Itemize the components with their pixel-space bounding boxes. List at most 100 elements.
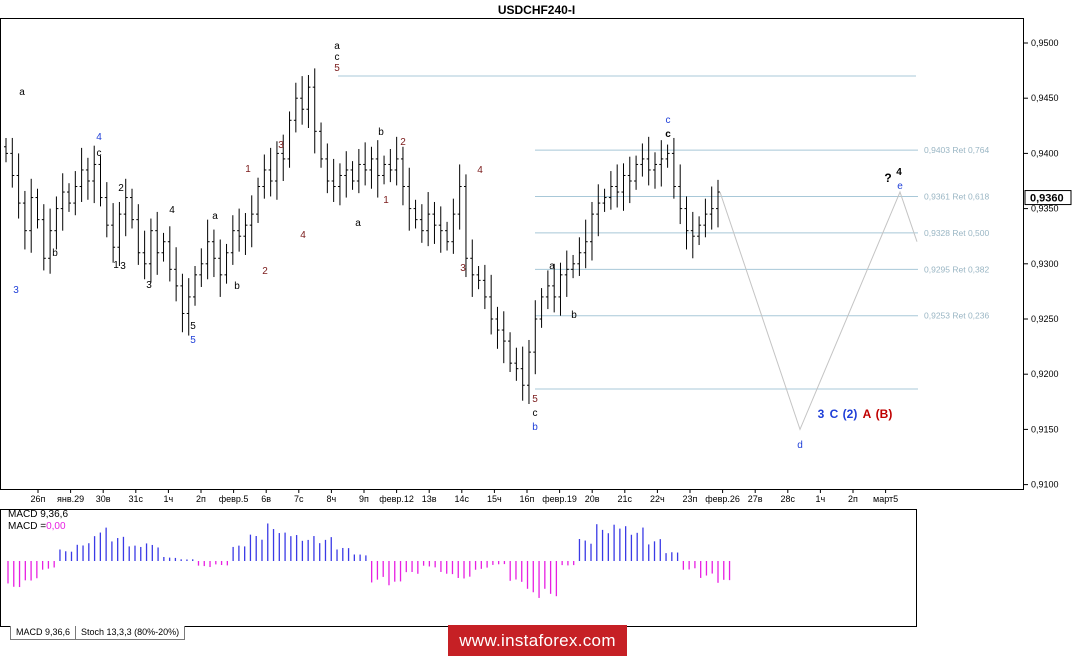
wave-label: 5 xyxy=(190,321,196,332)
time-tick-label: 1ч xyxy=(816,494,826,504)
price-tick-label: 0,9200 xyxy=(1031,369,1059,379)
current-price-label: 0,9360 xyxy=(1030,193,1064,205)
time-tick-label: февр.12 xyxy=(379,494,414,504)
time-tick-label: 15ч xyxy=(487,494,502,504)
wave-label: 3 xyxy=(120,261,126,272)
wave-label: c xyxy=(533,408,538,419)
time-tick-label: 14с xyxy=(455,494,470,504)
wave-label: 3 xyxy=(460,263,466,274)
time-tick-label: 21с xyxy=(618,494,633,504)
time-tick-label: 28с xyxy=(781,494,796,504)
wave-label: a xyxy=(334,41,340,52)
wave-label: a xyxy=(19,87,25,98)
time-tick-label: 26п xyxy=(31,494,46,504)
time-tick-label: февр.26 xyxy=(705,494,740,504)
wave-label: 2 xyxy=(400,137,406,148)
time-tick-label: февр.19 xyxy=(542,494,577,504)
wave-label: b xyxy=(378,127,384,138)
current-price-box xyxy=(1024,190,1072,206)
price-tick-label: 0,9300 xyxy=(1031,259,1059,269)
fib-level-label: 0,9403 Ret 0,764 xyxy=(924,145,989,155)
wave-label: c xyxy=(335,52,340,63)
wave-label: 3 xyxy=(278,140,284,151)
fib-level-label: 0,9253 Ret 0,236 xyxy=(924,311,989,321)
tab-macd[interactable]: MACD 9,36,6 xyxy=(10,626,77,640)
time-tick-label: февр.5 xyxy=(219,494,249,504)
macd-legend: MACD 9,36,6 MACD =0,00 xyxy=(8,509,68,533)
time-tick-label: 2п xyxy=(196,494,206,504)
wave-label: 3 xyxy=(146,280,152,291)
time-tick-label: 22ч xyxy=(650,494,665,504)
tab-stoch[interactable]: Stoch 13,3,3 (80%-20%) xyxy=(75,626,186,640)
chart-title: USDCHF240-I xyxy=(497,3,576,17)
wave-label: e xyxy=(897,181,903,192)
wave-label: a xyxy=(212,211,218,222)
current-price-marker: 0,9360 xyxy=(1024,190,1072,206)
brand-banner[interactable]: www.instaforex.com xyxy=(448,625,627,656)
time-tick-label: 16п xyxy=(520,494,535,504)
wave-label: b xyxy=(571,310,577,321)
wave-label: 4 xyxy=(896,167,902,178)
wave-label: 4 xyxy=(96,132,102,143)
macd-legend-value: 0,00 xyxy=(46,521,66,532)
time-tick-label: 31с xyxy=(129,494,144,504)
price-tick-label: 0,9500 xyxy=(1031,38,1059,48)
wave-label: a xyxy=(549,261,555,272)
time-tick-label: 7с xyxy=(294,494,304,504)
wave-label: 1 xyxy=(383,195,389,206)
wave-legend-label: C xyxy=(830,407,839,421)
fibonacci-levels: 0,9403 Ret 0,764 0,9361 Ret 0,618 0,9328 R… xyxy=(338,75,989,390)
wave-label: 1 xyxy=(113,260,119,271)
wave-label: 3 xyxy=(13,285,19,296)
time-tick-label: 30в xyxy=(96,494,111,504)
wave-label: 1 xyxy=(245,164,251,175)
time-tick-label: янв.29 xyxy=(57,494,84,504)
wave-label: a xyxy=(355,218,361,229)
price-tick-label: 0,9400 xyxy=(1031,148,1059,158)
time-tick-label: 27в xyxy=(748,494,763,504)
wave-label: 4 xyxy=(300,230,306,241)
wave-label: 2 xyxy=(118,183,124,194)
wave-label: 4 xyxy=(169,205,175,216)
time-tick-label: 13в xyxy=(422,494,437,504)
wave-label: b xyxy=(532,422,538,433)
indicator-tabs: MACD 9,36,6 Stoch 13,3,3 (80%-20%) xyxy=(0,626,186,640)
wave-legend-label: A xyxy=(863,407,872,421)
wave-label: c xyxy=(666,115,671,126)
time-tick-label: 1ч xyxy=(164,494,174,504)
price-tick-label: 0,9250 xyxy=(1031,314,1059,324)
time-tick-label: 23п xyxy=(683,494,698,504)
time-tick-label: 2п xyxy=(848,494,858,504)
wave-legend-label: (2) xyxy=(843,407,858,421)
wave-label: b xyxy=(52,248,58,259)
price-tick-label: 0,9450 xyxy=(1031,93,1059,103)
chart-frames xyxy=(0,18,1024,627)
projection-path xyxy=(719,190,918,431)
fib-level-label: 0,9295 Ret 0,382 xyxy=(924,264,989,274)
time-tick-label: март5 xyxy=(873,494,898,504)
time-axis: 26п янв.29 30в 31с 1ч 2п февр.5 6в 7с 8ч 9п февр.12… xyxy=(31,489,898,504)
macd-legend-line2: MACD =0,00 xyxy=(8,521,68,533)
wave-label: 5 xyxy=(334,63,340,74)
fib-level-label: 0,9328 Ret 0,500 xyxy=(924,228,989,238)
macd-histogram xyxy=(7,523,731,598)
wave-label: 2 xyxy=(262,266,268,277)
wave-label: b xyxy=(234,281,240,292)
time-tick-label: 6в xyxy=(261,494,271,504)
candlestick-series xyxy=(4,68,720,405)
price-tick-label: 0,9150 xyxy=(1031,424,1059,434)
price-tick-label: 0,9350 xyxy=(1031,204,1059,214)
price-tick-label: 0,9100 xyxy=(1031,480,1059,490)
macd-legend-label: MACD = xyxy=(8,521,47,532)
time-tick-label: 9п xyxy=(359,494,369,504)
fib-level-label: 0,9361 Ret 0,618 xyxy=(924,191,989,201)
time-tick-label: 20в xyxy=(585,494,600,504)
wave-label: 5 xyxy=(532,394,538,405)
wave-label: c xyxy=(97,148,102,159)
wave-legend-label: 3 xyxy=(818,407,825,421)
wave-label: d xyxy=(797,440,803,451)
wave-label: ? xyxy=(884,171,891,185)
wave-label: c xyxy=(665,129,671,140)
